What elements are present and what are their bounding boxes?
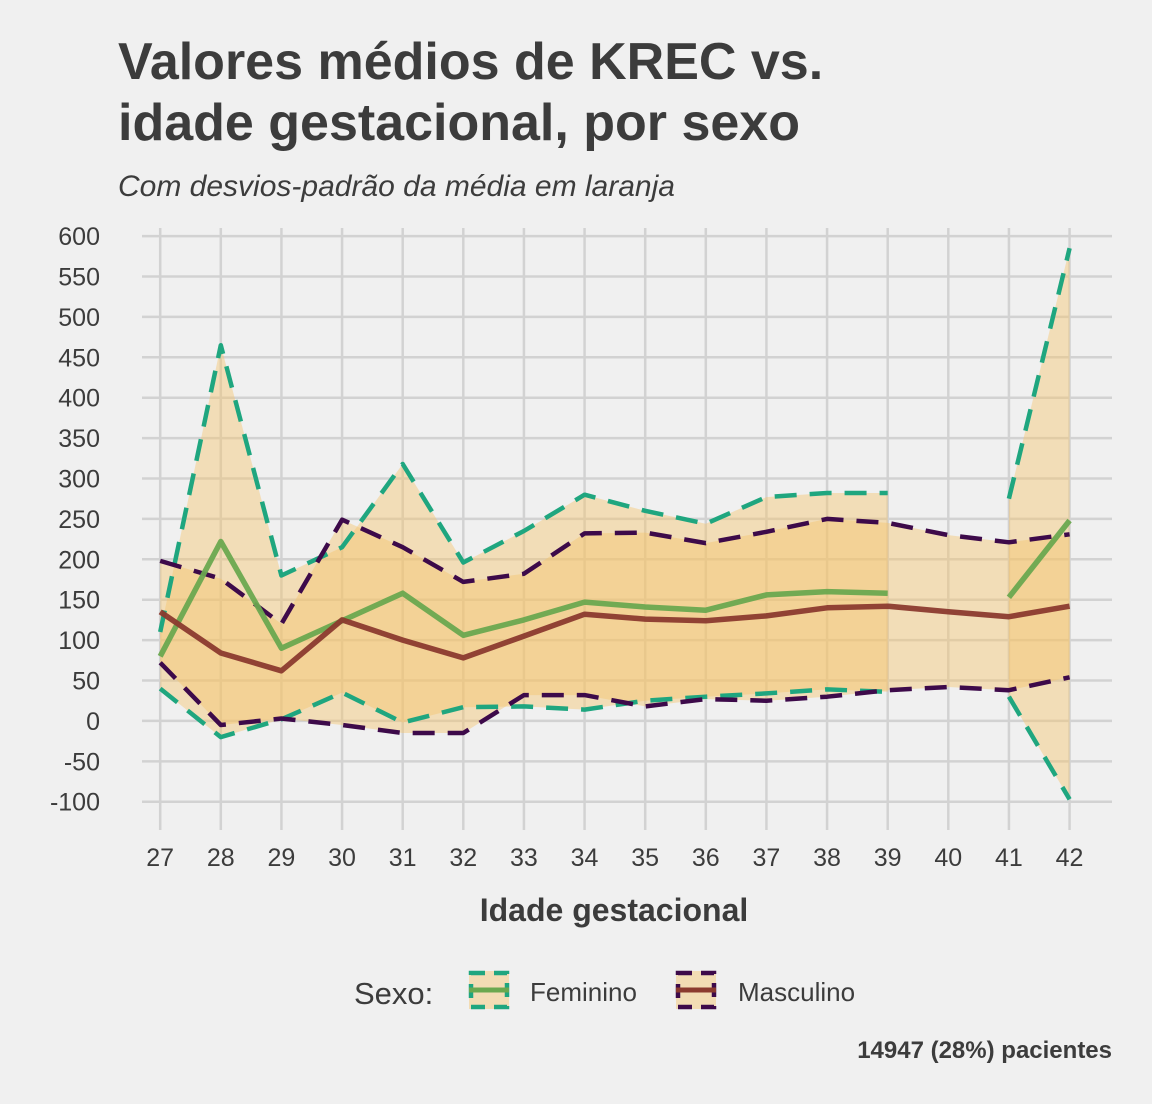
y-tick-label: 450	[58, 344, 100, 372]
x-tick-label: 38	[813, 844, 841, 872]
y-tick-label: 350	[58, 425, 100, 453]
x-tick-label: 39	[874, 844, 902, 872]
sd-upper-line-feminino	[157, 342, 888, 633]
sd-upper-line-feminino	[1006, 247, 1072, 500]
sd-ribbon-feminino	[160, 345, 888, 738]
sd-lower-line-masculino	[158, 661, 1071, 736]
x-axis-ticks: 27 28 29 30 31 32 33 34 35 36 37 38 39 40 41 42	[146, 844, 1083, 872]
caption: 14947 (28%) pacientes	[857, 1037, 1112, 1064]
y-axis-ticks: -100 -50 0 50 100 150 200 250 300 350 400 450 500 550…	[50, 223, 100, 817]
y-tick-label: 200	[58, 546, 100, 574]
x-tick-label: 27	[146, 844, 174, 872]
y-tick-label: 600	[58, 223, 100, 251]
x-tick-label: 41	[995, 844, 1023, 872]
sd-upper-line-masculino	[159, 516, 1070, 627]
y-tick-label: 300	[58, 465, 100, 493]
x-tick-label: 35	[631, 844, 659, 872]
y-tick-label: 250	[58, 506, 100, 534]
mean-line-masculino	[158, 603, 1071, 674]
x-tick-label: 32	[449, 844, 477, 872]
x-axis-label: Idade gestacional	[480, 892, 749, 928]
chart-subtitle: Com desvios-padrão da média em laranja	[118, 170, 675, 203]
y-tick-label: -100	[50, 789, 100, 817]
legend-title: Sexo:	[354, 976, 433, 1011]
grid	[142, 228, 1112, 830]
x-tick-label: 40	[934, 844, 962, 872]
y-tick-label: 0	[86, 708, 100, 736]
x-tick-label: 36	[692, 844, 720, 872]
x-tick-label: 28	[207, 844, 235, 872]
mean-line-feminino	[1006, 518, 1072, 600]
legend-key-masculino	[675, 970, 717, 1010]
legend-label-feminino: Feminino	[530, 977, 637, 1007]
mean-line-feminino	[157, 538, 888, 658]
x-tick-label: 29	[268, 844, 296, 872]
y-tick-label: 550	[58, 263, 100, 291]
y-tick-label: 500	[58, 304, 100, 332]
chart-title-line-1: Valores médios de KREC vs.	[118, 33, 823, 91]
sd-lower-line-feminino	[1006, 695, 1072, 801]
y-tick-label: 400	[58, 385, 100, 413]
sd-ribbons	[160, 248, 1070, 800]
x-tick-label: 37	[753, 844, 781, 872]
y-tick-label: -50	[64, 748, 100, 776]
y-tick-label: 50	[72, 668, 100, 696]
sd-ribbon-feminino	[1008, 248, 1070, 800]
sd-ribbon-masculino	[160, 518, 1070, 733]
legend-key-feminino	[468, 970, 510, 1010]
x-tick-label: 34	[571, 844, 599, 872]
chart-title-line-2: idade gestacional, por sexo	[118, 94, 800, 152]
x-tick-label: 30	[328, 844, 356, 872]
x-tick-label: 42	[1056, 844, 1084, 872]
x-tick-label: 33	[510, 844, 538, 872]
legend: Sexo: Feminino Masculino	[354, 970, 855, 1011]
legend-label-masculino: Masculino	[738, 977, 855, 1007]
y-tick-label: 150	[58, 587, 100, 615]
y-tick-label: 100	[58, 627, 100, 655]
x-tick-label: 31	[389, 844, 417, 872]
series-lines	[157, 247, 1072, 801]
